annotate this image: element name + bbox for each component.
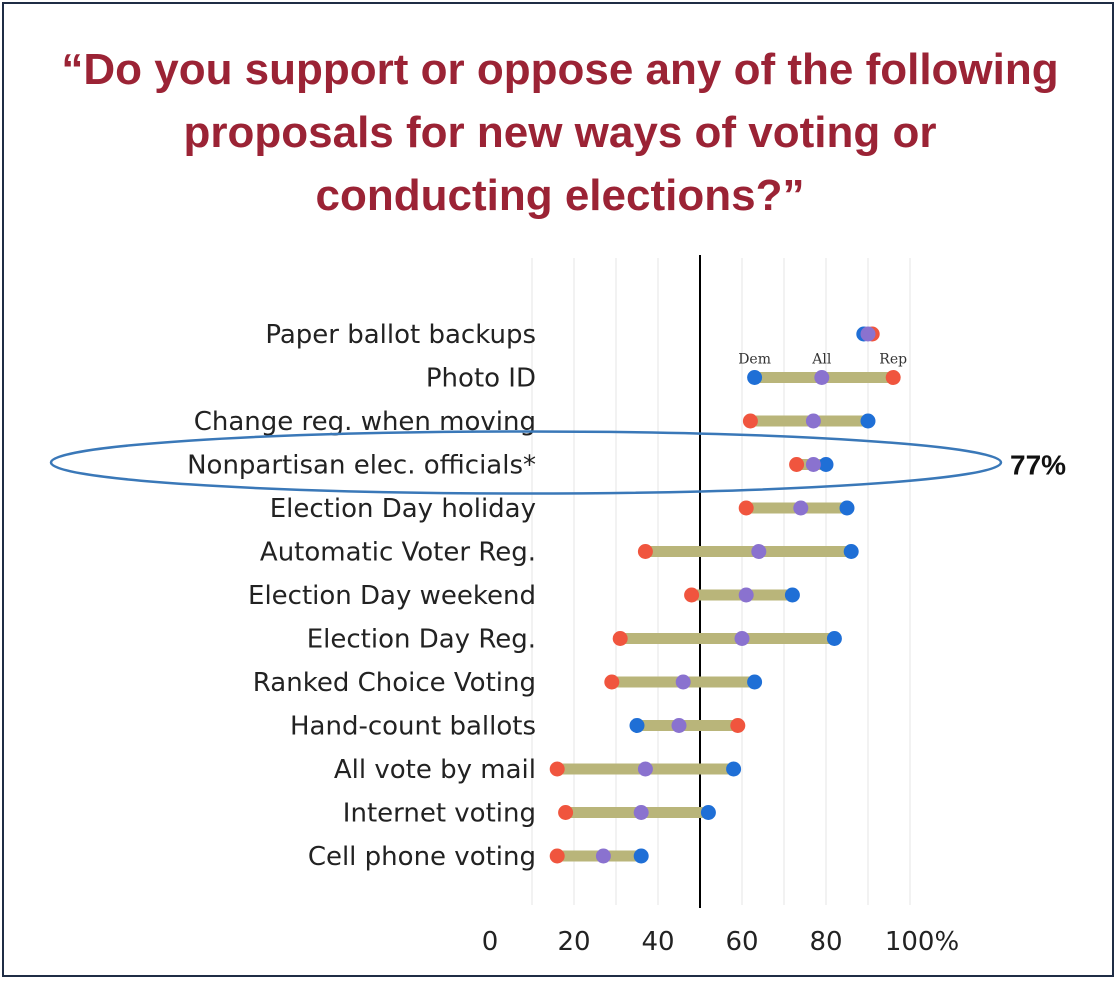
category-label: Election Day weekend: [248, 581, 536, 611]
all-dot: [805, 413, 821, 429]
rep-dot: [558, 805, 574, 820]
rep-dot: [684, 587, 700, 603]
highlight-ellipse: [49, 430, 1003, 495]
category-label: Election Day Reg.: [307, 625, 536, 655]
dem-dot: [839, 500, 855, 516]
all-dot: [595, 848, 611, 864]
legend-label-rep: Rep: [879, 352, 907, 368]
chart-title: “Do you support or oppose any of the fol…: [61, 45, 1059, 220]
category-label: Internet voting: [343, 799, 536, 829]
dem-dot: [784, 587, 800, 603]
x-tick-label: 100%: [885, 927, 959, 957]
all-dot: [637, 761, 653, 777]
all-dot: [675, 674, 691, 690]
legend-label-dem: Dem: [738, 352, 771, 368]
x-tick-label: 80: [809, 927, 842, 957]
category-label: All vote by mail: [334, 755, 536, 785]
dem-dot: [818, 457, 834, 472]
rep-dot: [604, 674, 620, 690]
x-tick-label: 40: [641, 927, 674, 957]
category-label: Nonpartisan elec. officials*: [187, 451, 536, 481]
rep-dot: [789, 457, 805, 472]
category-label: Automatic Voter Reg.: [260, 538, 536, 568]
legend-label-all: All: [811, 352, 832, 368]
dem-dot: [629, 718, 645, 733]
category-label: Hand-count ballots: [290, 712, 536, 742]
all-dot: [734, 631, 750, 646]
dem-dot: [726, 761, 742, 777]
dem-dot: [843, 544, 859, 559]
category-label: Ranked Choice Voting: [253, 668, 536, 698]
all-dot: [814, 370, 830, 385]
dem-dot: [826, 631, 842, 646]
x-tick-label: 20: [557, 927, 590, 957]
x-tick-label: 60: [725, 927, 758, 957]
all-dot: [738, 587, 754, 603]
dem-dot: [633, 848, 649, 864]
all-dot: [860, 326, 876, 342]
category-label: Election Day holiday: [270, 494, 536, 524]
all-dot: [805, 457, 821, 472]
dem-dot: [700, 805, 716, 820]
category-label: Cell phone voting: [308, 842, 536, 872]
all-dot: [793, 500, 809, 516]
rep-dot: [742, 413, 758, 429]
x-tick-label: 0: [482, 927, 499, 957]
rep-dot: [612, 631, 628, 646]
dem-dot: [747, 370, 763, 385]
rep-dot: [549, 761, 565, 777]
rep-dot: [730, 718, 746, 733]
category-label: Photo ID: [426, 364, 536, 394]
all-dot: [751, 544, 767, 559]
rep-dot: [637, 544, 653, 559]
dem-dot: [747, 674, 763, 690]
rep-dot: [549, 848, 565, 864]
highlight-callout: 77%: [1010, 450, 1066, 481]
rep-dot: [885, 370, 901, 385]
range-clip: [541, 258, 557, 898]
rep-dot: [738, 500, 754, 516]
dem-dot: [860, 413, 876, 429]
all-dot: [633, 805, 649, 820]
category-label: Paper ballot backups: [265, 320, 536, 350]
all-dot: [671, 718, 687, 733]
